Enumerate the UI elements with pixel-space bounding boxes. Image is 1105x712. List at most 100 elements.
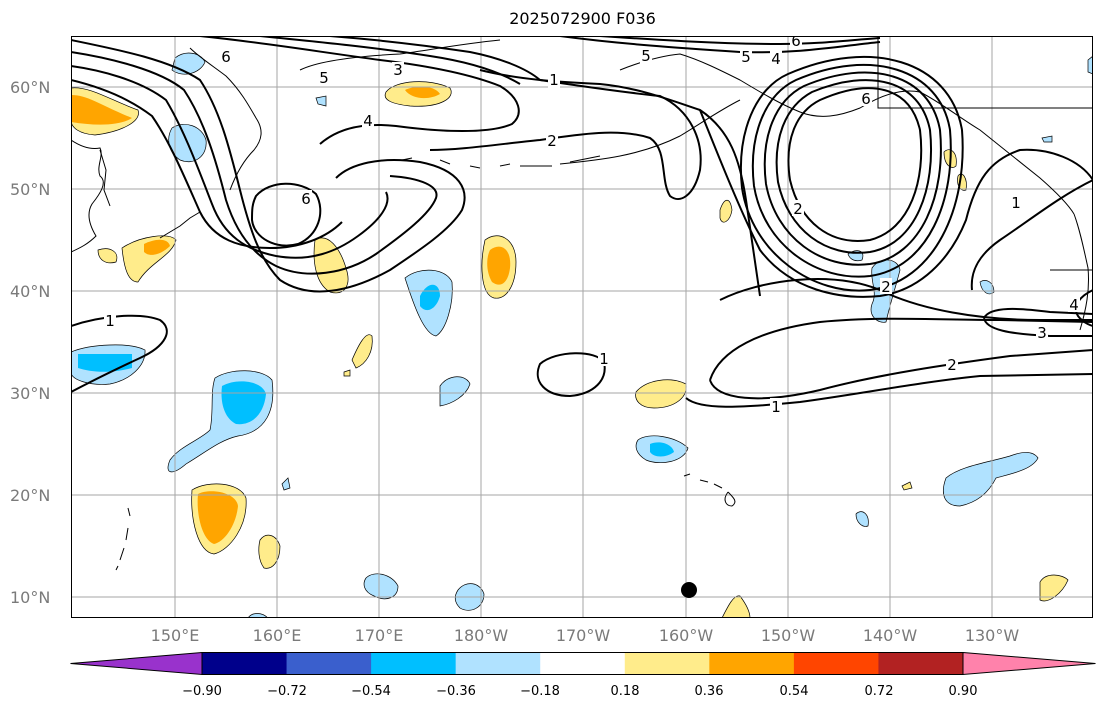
coastline-asia — [71, 139, 104, 253]
contour-north-ridge — [199, 36, 520, 145]
lon-label-170w: 170°W — [555, 626, 611, 645]
colorbar-extend-low — [70, 652, 202, 675]
lon-label-160w: 160°W — [658, 626, 714, 645]
contour-label: 2 — [881, 278, 891, 296]
contour-label: 1 — [599, 350, 609, 368]
contour-label: 2 — [547, 132, 557, 150]
anomaly-bering-core — [405, 86, 440, 99]
colorbar-segment — [540, 652, 626, 675]
contour-label: 2 — [793, 200, 803, 218]
contour-high-1 — [787, 87, 923, 242]
contour-label: 5 — [641, 47, 651, 65]
anomaly-blue-speck-1 — [281, 477, 291, 491]
contour-1-ne-edge — [970, 179, 1093, 291]
coastline-sakhalin — [99, 149, 111, 207]
contour-label: 3 — [393, 61, 403, 79]
contour-label: 4 — [363, 112, 373, 130]
contour-north-3 — [329, 36, 541, 81]
colorbar-tick-label: 0.54 — [779, 684, 809, 699]
anomaly-yellow-170e — [351, 334, 373, 369]
contour-label: 1 — [771, 398, 781, 416]
colorbar-outline — [201, 652, 964, 675]
contour-lines — [71, 36, 1093, 408]
anomaly-blue-speck-2 — [1041, 135, 1053, 143]
contour-high-4 — [751, 63, 952, 278]
map-panel: 6 5 3 1 6 5 4 2 2 1 4 6 6 5 — [71, 36, 1093, 618]
colorbar-segment — [202, 652, 288, 675]
contour-6-low — [250, 182, 322, 247]
colorbar-segment — [878, 652, 964, 675]
lat-label-40n: 40°N — [10, 282, 51, 301]
anomaly-blue-134w — [979, 280, 995, 295]
lon-label-150e: 150°E — [150, 626, 200, 645]
contour-label: 6 — [221, 48, 231, 66]
lon-label-140w: 140°W — [862, 626, 918, 645]
contour-2-ring — [709, 349, 1093, 400]
coastline-alaska-peninsula — [559, 99, 741, 165]
anomaly-blue-145e-core — [78, 354, 132, 372]
colorbar-segment — [709, 652, 795, 675]
lon-label-130w: 130°W — [964, 626, 1020, 645]
anomaly-yellow-160w — [635, 379, 687, 409]
colorbar-segment — [286, 652, 372, 675]
anomaly-yellow-155w-10n — [721, 595, 751, 618]
colorbar-segment — [793, 652, 879, 675]
colorbar-tick-label: −0.72 — [267, 684, 307, 699]
lat-label-20n: 20°N — [10, 486, 51, 505]
colorbar-tick-label: −0.90 — [182, 684, 222, 699]
colorbar-tick-label: 0.18 — [610, 684, 640, 699]
contour-north-2 — [259, 36, 521, 85]
contour-2-east — [699, 109, 1093, 298]
contour-3-se — [983, 307, 1093, 337]
anomaly-orange-178w-core — [487, 246, 511, 285]
contour-high-2 — [775, 79, 932, 254]
contour-label: 6 — [791, 36, 801, 50]
anomaly-yellow-125w-10n — [1039, 574, 1069, 602]
contour-alaska-tail — [559, 36, 881, 54]
anomaly-blue-130w-20n — [943, 452, 1039, 507]
contour-label: 6 — [301, 190, 311, 208]
anomaly-yellow-speck — [343, 369, 351, 377]
contour-label: 5 — [741, 48, 751, 66]
contour-label: 6 — [861, 90, 871, 108]
anomaly-nw-coast-core — [71, 95, 132, 125]
graticule — [71, 36, 1093, 618]
colorbar-segment — [624, 652, 710, 675]
contour-label: 4 — [1069, 296, 1079, 314]
contour-nw-2 — [71, 51, 438, 275]
contour-label: 1 — [105, 312, 115, 330]
anomaly-japan — [97, 248, 118, 264]
anomaly-yellow-158e — [258, 534, 281, 569]
colorbar-tick-label: 0.90 — [948, 684, 978, 699]
coastline-kuriles — [159, 211, 201, 239]
contour-nw-1 — [71, 39, 466, 293]
coastline-canada-frame — [877, 36, 1093, 109]
anomaly-yellow-140w-20n — [901, 481, 913, 491]
anomaly-blue-speck-3 — [1087, 55, 1093, 75]
colorbar-segments — [70, 652, 1096, 675]
coastline-kamchatka — [189, 47, 262, 191]
lat-label-30n: 30°N — [10, 384, 51, 403]
contour-alaska-tail-2 — [599, 36, 881, 46]
plot-title: 2025072900 F036 — [509, 9, 656, 28]
contour-label: 4 — [771, 50, 781, 68]
lon-label-160e: 160°E — [252, 626, 302, 645]
contour-label-group: 6 5 3 1 6 5 4 2 2 1 4 6 6 5 — [104, 36, 1080, 416]
contour-label: 5 — [319, 69, 329, 87]
contour-2-se — [709, 317, 1093, 381]
lon-label-180w: 180°W — [453, 626, 509, 645]
lat-label-10n: 10°N — [10, 588, 51, 607]
coastline-hawaii — [683, 473, 736, 507]
shaded-anomalies — [71, 52, 1093, 618]
contour-label: 1 — [1011, 194, 1021, 212]
colorbar-tick-label: −0.54 — [351, 684, 391, 699]
contour-1-ring — [536, 352, 606, 398]
coastlines — [71, 36, 1093, 571]
contour-4-ne-edge — [1074, 289, 1093, 327]
contour-1-se — [685, 373, 1093, 408]
anomaly-orange-155e-core — [197, 491, 238, 544]
colorbar — [70, 652, 1096, 676]
anomaly-blue-160e-core — [221, 381, 266, 425]
anomaly-blue-speck-4 — [315, 95, 327, 107]
coastline-alaska — [619, 53, 1075, 215]
